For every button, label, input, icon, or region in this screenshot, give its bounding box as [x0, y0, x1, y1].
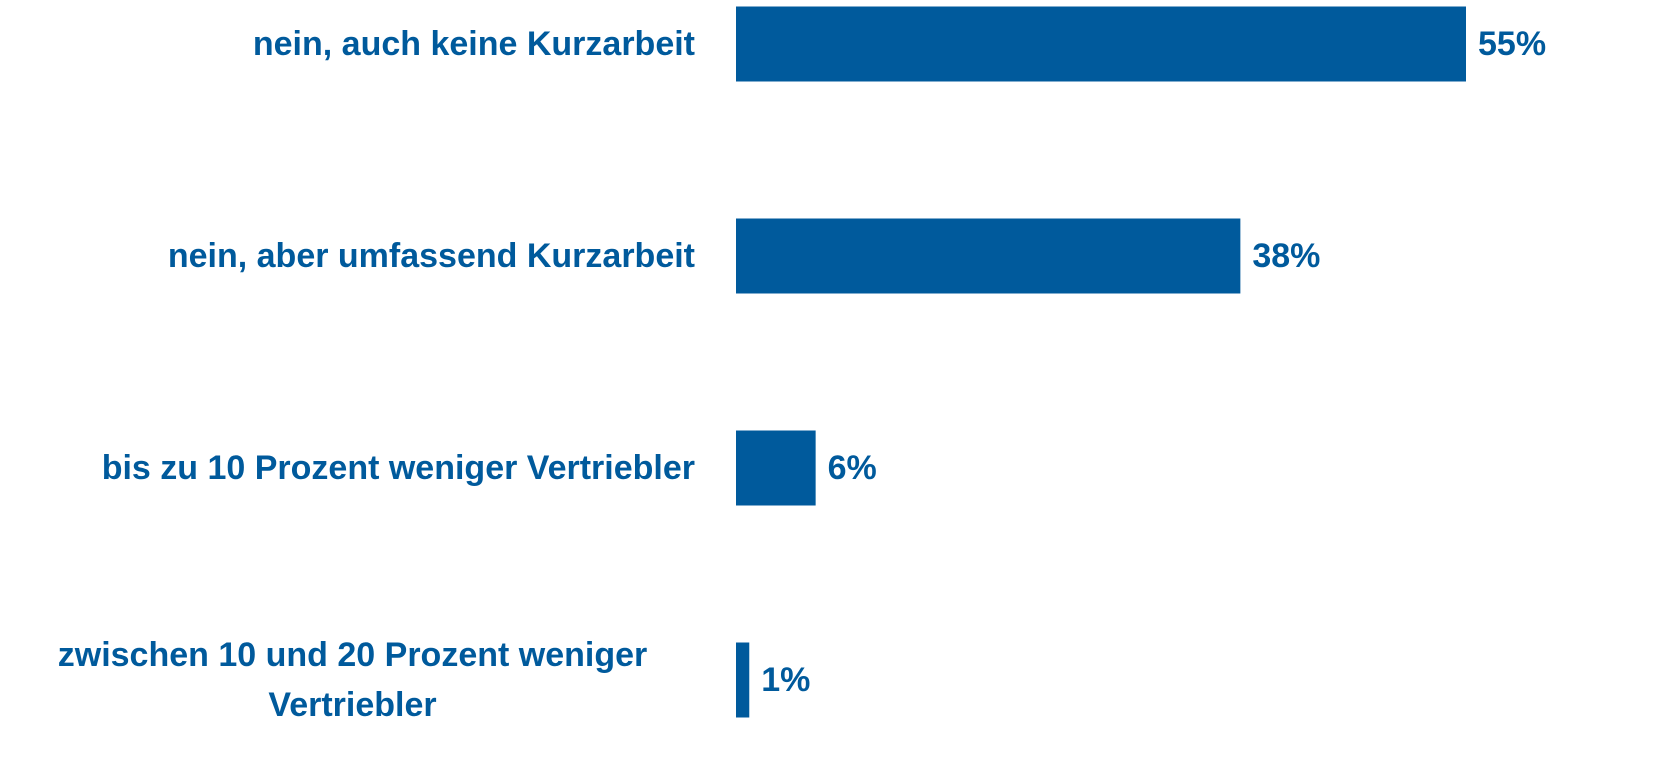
- category-label-box: nein, auch keine Kurzarbeit: [10, 19, 695, 69]
- bar: [736, 218, 1241, 294]
- category-label: bis zu 10 Prozent weniger Vertriebler: [101, 449, 695, 487]
- category-label: zwischen 10 und 20 Prozent weniger Vertr…: [57, 636, 648, 724]
- category-label-box: nein, aber umfassend Kurzarbeit: [10, 231, 695, 281]
- value-label: 1%: [761, 661, 810, 699]
- bar: [736, 6, 1466, 82]
- category-label: nein, aber umfassend Kurzarbeit: [167, 237, 695, 275]
- category-label: nein, auch keine Kurzarbeit: [252, 25, 695, 63]
- bar: [736, 642, 750, 718]
- value-label: 55%: [1478, 25, 1546, 63]
- category-label-box: zwischen 10 und 20 Prozent weniger Vertr…: [10, 630, 695, 730]
- value-label: 6%: [828, 449, 877, 487]
- bar: [736, 430, 816, 506]
- category-label-box: bis zu 10 Prozent weniger Vertriebler: [10, 443, 695, 493]
- value-label: 38%: [1252, 237, 1320, 275]
